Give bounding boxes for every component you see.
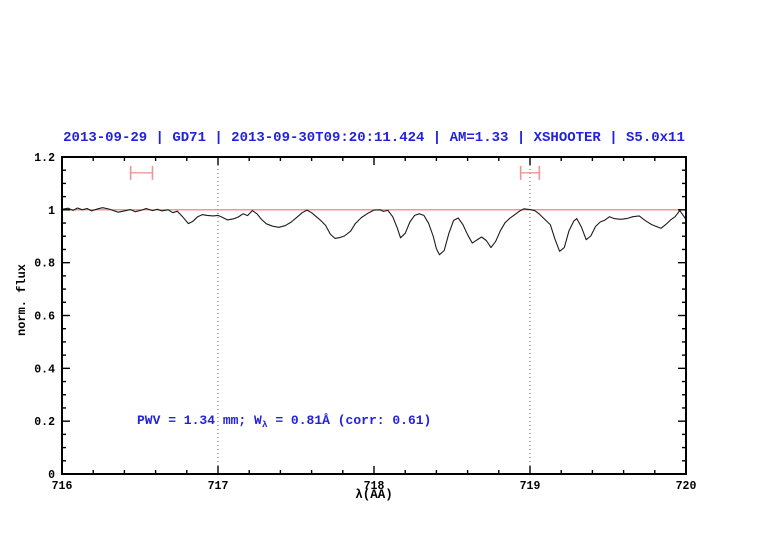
x-tick-label: 717 xyxy=(208,480,229,493)
y-tick-label: 0.4 xyxy=(34,363,55,376)
pwv-annotation-suffix: = 0.81Å (corr: 0.61) xyxy=(267,413,432,428)
y-tick-label: 1.2 xyxy=(34,152,55,165)
x-tick-label: 718 xyxy=(364,480,385,493)
plot-title: 2013-09-29 | GD71 | 2013-09-30T09:20:11.… xyxy=(63,130,685,146)
y-tick-label: 0.8 xyxy=(34,258,55,271)
pwv-annotation: PWV = 1.34 mm; Wλ = 0.81Å (corr: 0.61) xyxy=(137,413,431,430)
y-tick-label: 0.2 xyxy=(34,416,55,429)
y-tick-label: 0.6 xyxy=(34,311,55,324)
y-tick-label: 0 xyxy=(48,469,55,482)
y-tick-label: 1 xyxy=(48,205,55,218)
x-tick-label: 719 xyxy=(520,480,541,493)
spectrum-curve xyxy=(61,207,687,256)
pwv-annotation-lambda-subscript: λ xyxy=(261,419,268,430)
pwv-annotation-prefix: PWV = 1.34 mm; W xyxy=(137,413,262,428)
y-axis-label: norm. flux xyxy=(15,263,29,337)
x-tick-label: 716 xyxy=(52,480,73,493)
x-tick-label: 720 xyxy=(676,480,697,493)
x-axis-label: λ(AA) xyxy=(355,488,393,502)
